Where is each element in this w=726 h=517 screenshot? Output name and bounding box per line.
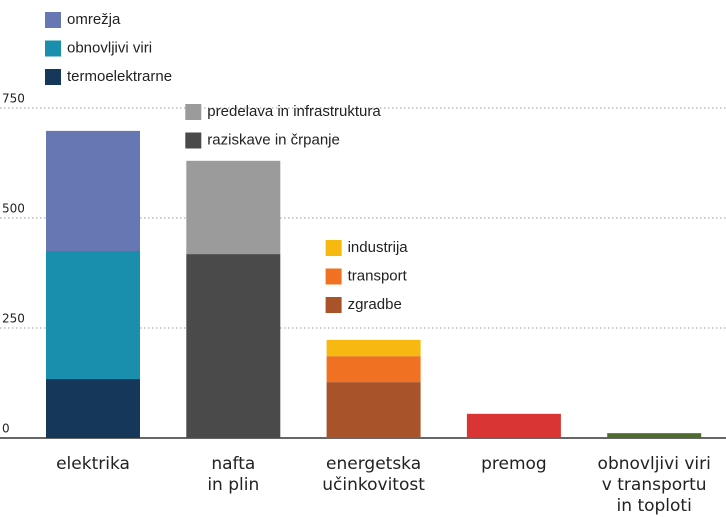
x-tick-label: elektrika <box>56 454 130 474</box>
legend-label: raziskave in črpanje <box>207 131 340 148</box>
legend-swatch <box>325 268 342 285</box>
legend-label: obnovljivi viri <box>67 39 152 56</box>
bar-segment <box>326 339 421 357</box>
bar-segment <box>186 254 281 438</box>
legend-swatch <box>45 40 61 57</box>
legend-swatch <box>185 104 202 120</box>
x-tick-label: premog <box>481 454 547 474</box>
x-tick-label: nafta <box>211 454 255 474</box>
x-tick-label: in plin <box>207 475 259 495</box>
legend-swatch <box>185 132 202 149</box>
bar-segment <box>46 379 140 438</box>
y-tick-label: 750 <box>2 92 25 106</box>
bar-segment <box>186 160 281 255</box>
bar-segment <box>326 382 421 438</box>
y-tick-label: 250 <box>2 312 25 326</box>
legend-label: zgradbe <box>348 296 402 313</box>
legend-swatch <box>45 69 61 85</box>
legend-swatch <box>325 240 342 256</box>
bar-segment <box>326 356 421 383</box>
x-tick-label: v transportu <box>602 475 707 495</box>
legend-swatch <box>325 297 342 313</box>
legend-label: industrija <box>348 239 409 256</box>
bar-segment <box>46 130 140 251</box>
legend-swatch <box>45 12 61 28</box>
x-tick-label: energetska <box>326 454 421 474</box>
bar-segment <box>466 413 561 438</box>
bar-segment <box>607 433 702 438</box>
y-tick-label: 500 <box>2 202 25 216</box>
legend-label: omrežja <box>67 11 121 28</box>
x-tick-label: učinkovitost <box>322 475 425 495</box>
y-tick-label: 0 <box>2 422 10 436</box>
x-tick-label: obnovljivi viri <box>598 454 711 474</box>
bar-segment <box>46 251 140 380</box>
legend-label: predelava in infrastruktura <box>207 103 381 120</box>
x-tick-label: in toploti <box>617 496 692 516</box>
legend-label: termoelektrarne <box>67 68 172 85</box>
legend-label: transport <box>348 267 408 284</box>
